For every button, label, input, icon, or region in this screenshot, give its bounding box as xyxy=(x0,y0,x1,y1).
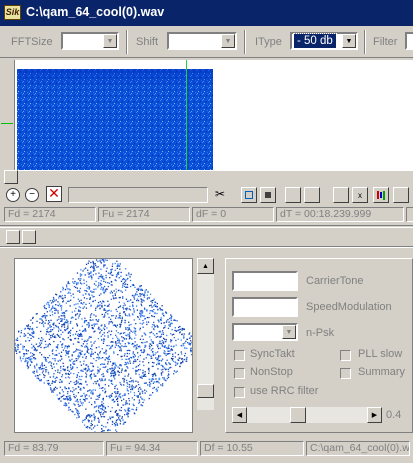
rrc-filter-checkbox[interactable] xyxy=(234,387,245,398)
pll-slow-checkbox[interactable] xyxy=(340,350,351,361)
stop-button[interactable] xyxy=(260,187,276,203)
chevron-down-icon[interactable]: ▼ xyxy=(282,325,296,339)
arrow-left-icon: ◀ xyxy=(236,411,243,419)
chevron-down-icon[interactable]: ▼ xyxy=(342,34,356,48)
spectrogram-scroll-button[interactable] xyxy=(4,170,18,184)
view-mode-button[interactable] xyxy=(241,187,257,203)
window-icon[interactable] xyxy=(393,187,409,203)
blank-button-2[interactable] xyxy=(304,187,320,203)
status-fd: Fd = 2174 xyxy=(4,207,96,222)
zoom-in-icon[interactable]: + xyxy=(6,188,20,202)
status-fu: Fu = 2174 xyxy=(98,207,190,222)
spectrogram-view[interactable] xyxy=(1,60,413,171)
lower-scroll-left-button[interactable] xyxy=(6,230,20,244)
filter-label: Filter xyxy=(373,36,398,48)
toolbar: FFTSize ▼ Shift ▼ IType - 50 db ▼ Filter xyxy=(0,28,413,56)
status-df: dF = 0 xyxy=(192,207,274,222)
constellation-view[interactable] xyxy=(14,258,193,433)
gain-slider[interactable]: ◀ ▶ xyxy=(232,407,382,423)
toolbar-divider xyxy=(126,30,128,54)
icon-toolbar: + − ✕ ✂ x xyxy=(0,184,413,206)
slider-thumb[interactable] xyxy=(290,407,306,423)
fftsize-select[interactable]: ▼ xyxy=(61,32,119,50)
shift-label: Shift xyxy=(136,36,159,48)
bottom-status-fd: Fd = 83.79 xyxy=(4,441,104,456)
splitter[interactable] xyxy=(0,225,413,228)
speed-modulation-field[interactable] xyxy=(232,297,298,317)
arrow-up-icon: ▲ xyxy=(202,262,209,270)
slider-right-button[interactable]: ▶ xyxy=(367,407,382,423)
bar-chart-icon[interactable] xyxy=(373,187,389,203)
chevron-down-icon[interactable]: ▼ xyxy=(221,34,235,48)
window-title: C:\qam_64_cool(0).wav xyxy=(26,5,165,19)
export-icon[interactable]: x xyxy=(352,187,368,203)
constellation-points xyxy=(15,259,192,432)
toolbar-divider xyxy=(244,30,246,54)
itype-select[interactable]: - 50 db ▼ xyxy=(290,32,358,50)
summary-checkbox[interactable] xyxy=(340,368,351,379)
chevron-down-icon[interactable]: ▼ xyxy=(103,34,117,48)
nonstop-label: NonStop xyxy=(250,366,293,378)
blank-button-1[interactable] xyxy=(285,187,301,203)
spectrogram-cursor-marker[interactable] xyxy=(186,60,187,170)
spectrogram-panel xyxy=(0,57,413,173)
app-logo: Sik xyxy=(4,5,21,20)
pll-slow-label: PLL slow xyxy=(358,348,403,360)
carrier-tone-label: CarrierTone xyxy=(306,275,364,287)
summary-label: Summary xyxy=(358,366,406,378)
slider-left-button[interactable]: ◀ xyxy=(232,407,247,423)
npsk-label: n-Psk xyxy=(306,327,335,339)
itype-label: IType xyxy=(255,36,282,48)
toolbar-divider xyxy=(364,30,366,54)
bottom-status-fu: Fu = 94.34 xyxy=(106,441,198,456)
status-extra xyxy=(406,207,413,222)
progress-field xyxy=(68,187,208,203)
speed-modulation-label: SpeedModulation xyxy=(306,301,392,313)
grid-icon[interactable] xyxy=(333,187,349,203)
shift-select[interactable]: ▼ xyxy=(167,32,237,50)
scroll-up-button[interactable]: ▲ xyxy=(197,258,214,274)
arrow-right-icon: ▶ xyxy=(371,411,378,419)
spectrogram-cursor-left[interactable] xyxy=(1,123,13,124)
itype-value: - 50 db xyxy=(293,33,337,49)
constellation-plot xyxy=(15,259,192,432)
status-dt: dT = 00:18.239.999 xyxy=(276,207,404,222)
bottom-status-file: C:\qam_64_cool(0).wav xyxy=(306,441,410,456)
spectrogram-waterfall xyxy=(17,69,213,170)
synctakt-checkbox[interactable] xyxy=(234,350,245,361)
lower-header-line xyxy=(0,246,413,248)
settings-panel: CarrierTone SpeedModulation ▼ n-Psk Sync… xyxy=(225,258,413,433)
nonstop-checkbox[interactable] xyxy=(234,368,245,379)
fftsize-label: FFTSize xyxy=(11,36,53,48)
npsk-select[interactable]: ▼ xyxy=(232,323,298,341)
carrier-tone-field[interactable] xyxy=(232,271,298,291)
bottom-status-df: Df = 10.55 xyxy=(200,441,304,456)
filter-select[interactable] xyxy=(405,32,413,50)
vertical-scrollbar[interactable]: ▲ xyxy=(197,258,214,410)
cut-icon[interactable]: ✂ xyxy=(214,187,226,201)
rrc-filter-label: use RRC filter xyxy=(250,385,319,397)
scroll-thumb[interactable] xyxy=(197,384,214,398)
title-bar[interactable] xyxy=(0,0,413,26)
slider-value: 0.4 xyxy=(386,409,402,421)
lower-scroll-right-button[interactable] xyxy=(22,230,36,244)
clear-icon[interactable]: ✕ xyxy=(46,186,62,202)
zoom-out-icon[interactable]: − xyxy=(25,188,39,202)
synctakt-label: SyncTakt xyxy=(250,348,295,360)
